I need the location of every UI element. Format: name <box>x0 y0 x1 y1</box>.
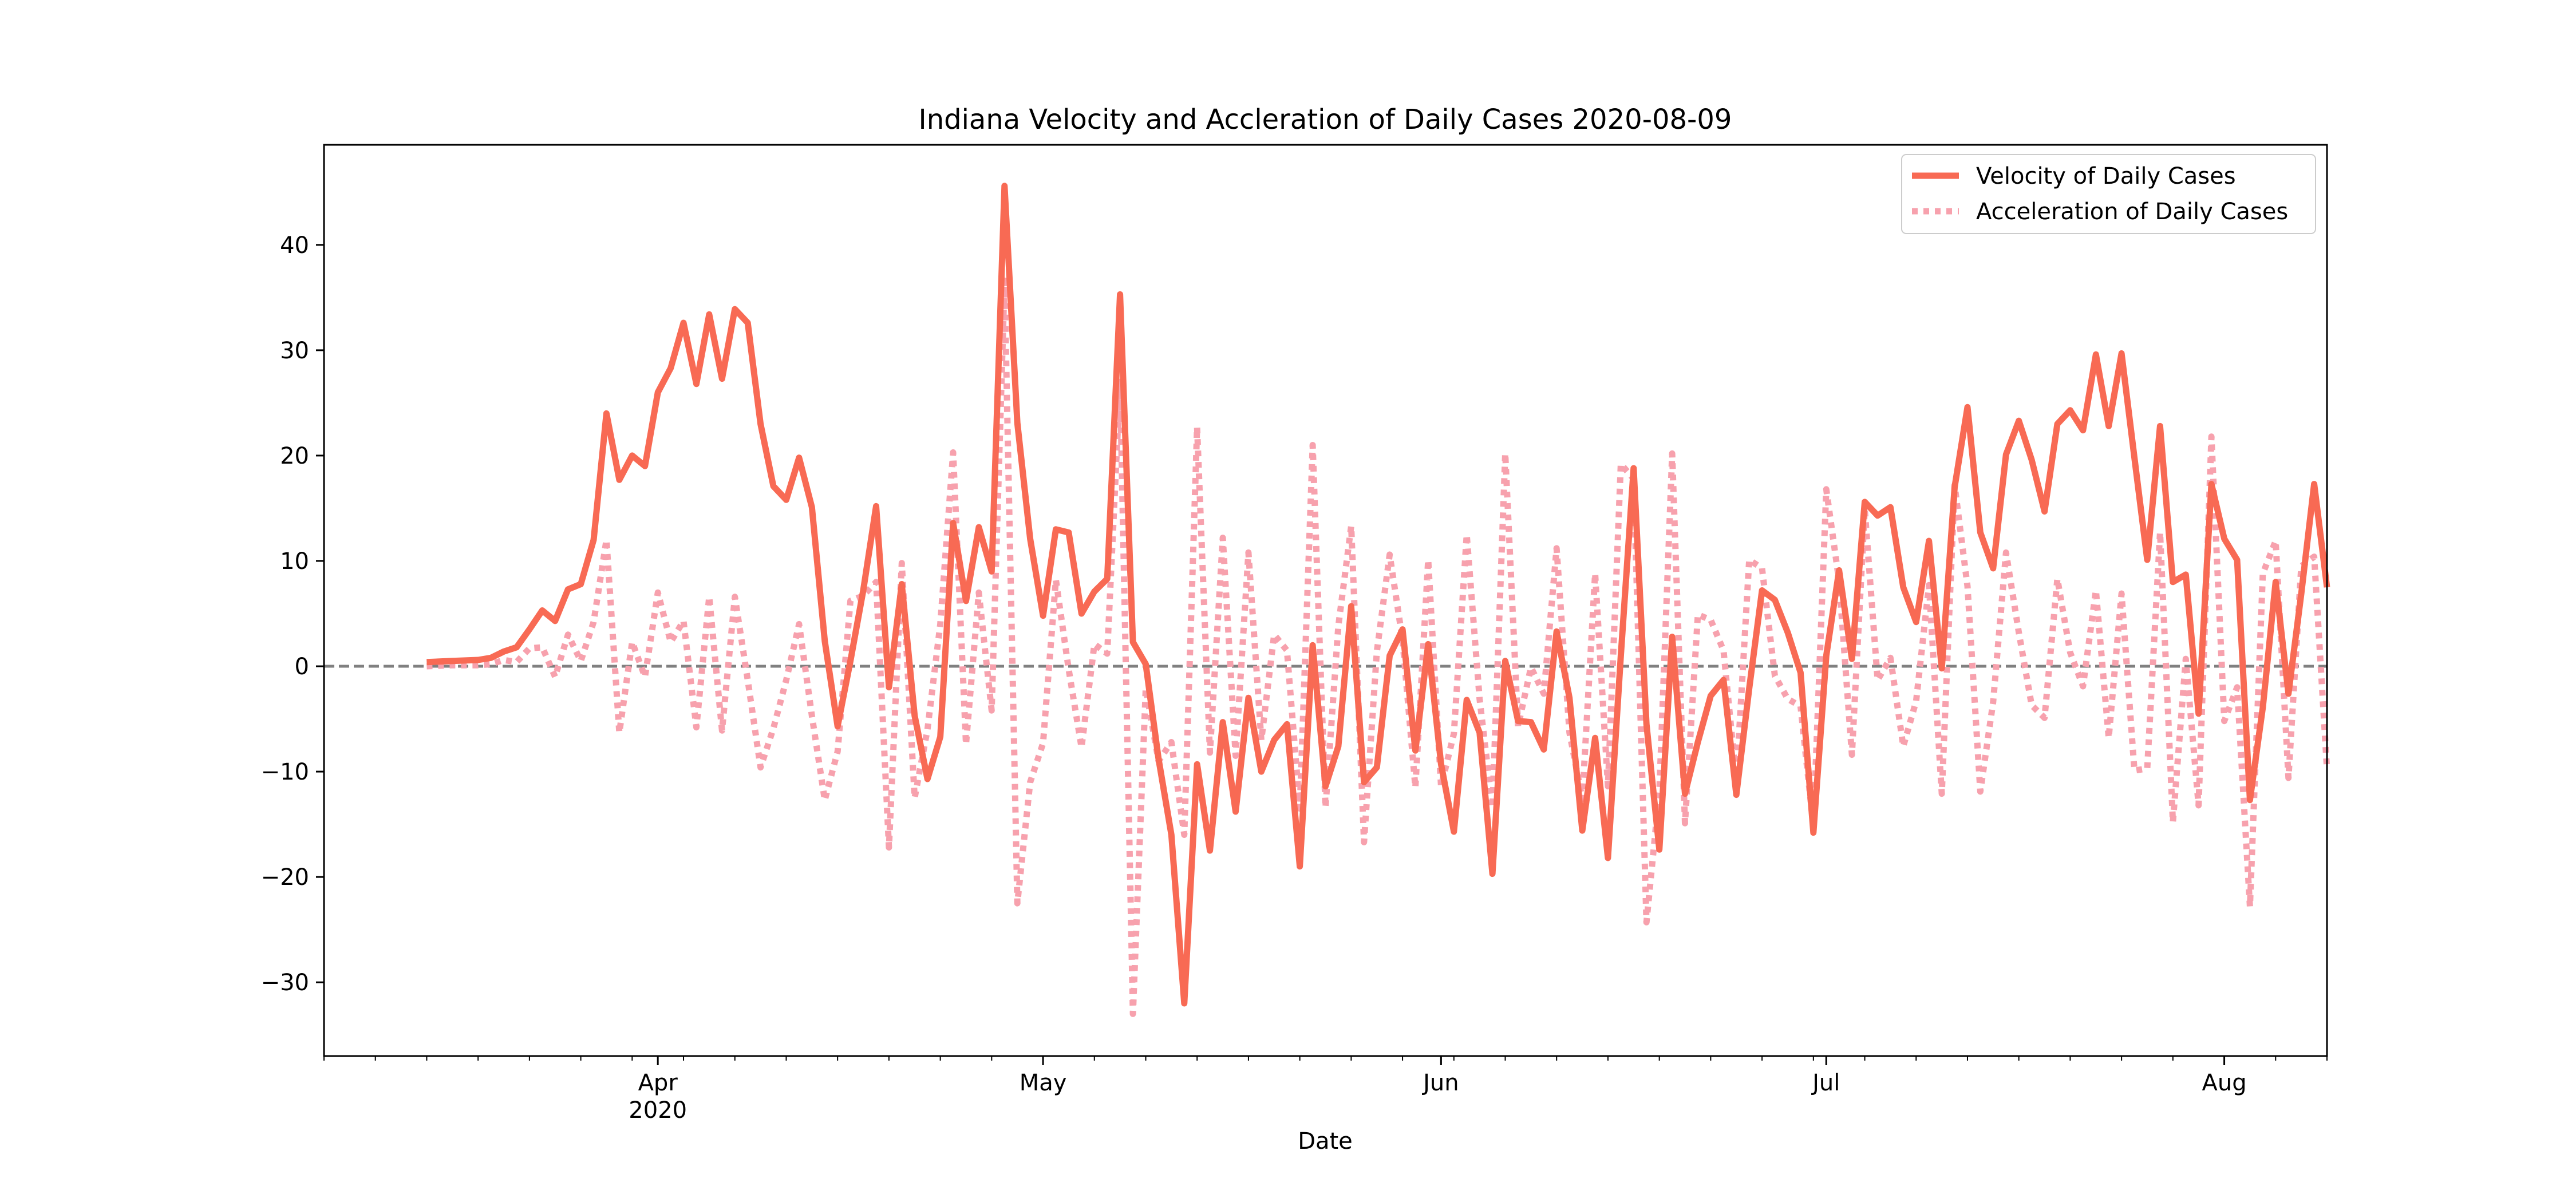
x-tick-label: Aug <box>2202 1070 2247 1096</box>
x-tick-label: May <box>1020 1070 1067 1096</box>
x-tick-label: Jun <box>1421 1070 1459 1096</box>
axes-layer <box>323 144 2328 1057</box>
y-tick-label: 10 <box>280 548 309 575</box>
y-tick-label: −30 <box>261 970 309 996</box>
legend-box <box>1901 154 2316 234</box>
x-tick-label: Apr <box>638 1070 678 1096</box>
y-tick-label: 0 <box>295 654 309 680</box>
chart-title: Indiana Velocity and Accleration of Dail… <box>919 104 1732 136</box>
x-tick-label: Jul <box>1811 1070 1840 1096</box>
y-tick-label: 40 <box>280 232 309 259</box>
y-tick-label: −10 <box>261 759 309 785</box>
y-tick-label: 30 <box>280 338 309 364</box>
series-layer <box>426 183 2330 1017</box>
plot-frame <box>323 144 2328 1057</box>
acceleration-series-line <box>426 277 2330 1017</box>
legend-label: Acceleration of Daily Cases <box>1976 199 2288 225</box>
y-tick-label: 20 <box>280 443 309 469</box>
velocity-series-line <box>426 183 2330 1007</box>
legend: Velocity of Daily Cases Acceleration of D… <box>1901 154 2316 234</box>
y-tick-label: −20 <box>261 864 309 891</box>
x-tick-year-label: 2020 <box>629 1097 687 1124</box>
x-axis-title: Date <box>1298 1128 1353 1154</box>
legend-label: Velocity of Daily Cases <box>1976 163 2236 189</box>
